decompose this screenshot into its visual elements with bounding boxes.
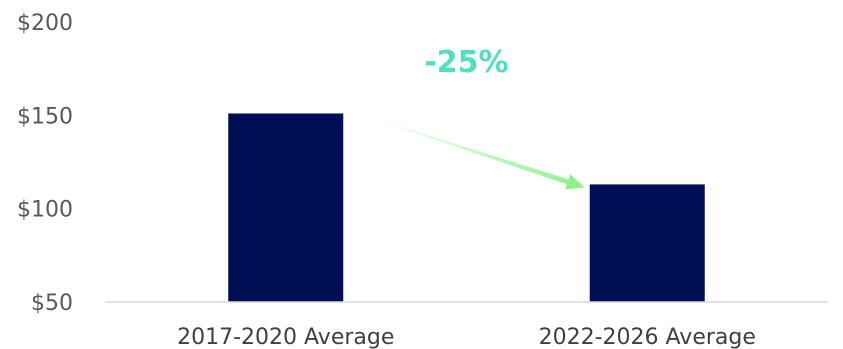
x-tick-label: 2017-2020 Average bbox=[177, 325, 394, 349]
decrease-arrow-shaft bbox=[373, 117, 569, 185]
x-tick-label: 2022-2026 Average bbox=[539, 325, 756, 349]
bar-2 bbox=[589, 184, 705, 302]
y-tick-label: $100 bbox=[17, 198, 73, 223]
percent-change-label: -25% bbox=[424, 45, 508, 80]
y-tick-label: $150 bbox=[17, 104, 73, 129]
y-tick-label: $200 bbox=[17, 11, 73, 36]
decrease-arrow-head bbox=[565, 174, 585, 190]
y-tick-label: $50 bbox=[31, 291, 73, 316]
decrease-arrow bbox=[373, 117, 585, 190]
bar-1 bbox=[228, 113, 344, 302]
